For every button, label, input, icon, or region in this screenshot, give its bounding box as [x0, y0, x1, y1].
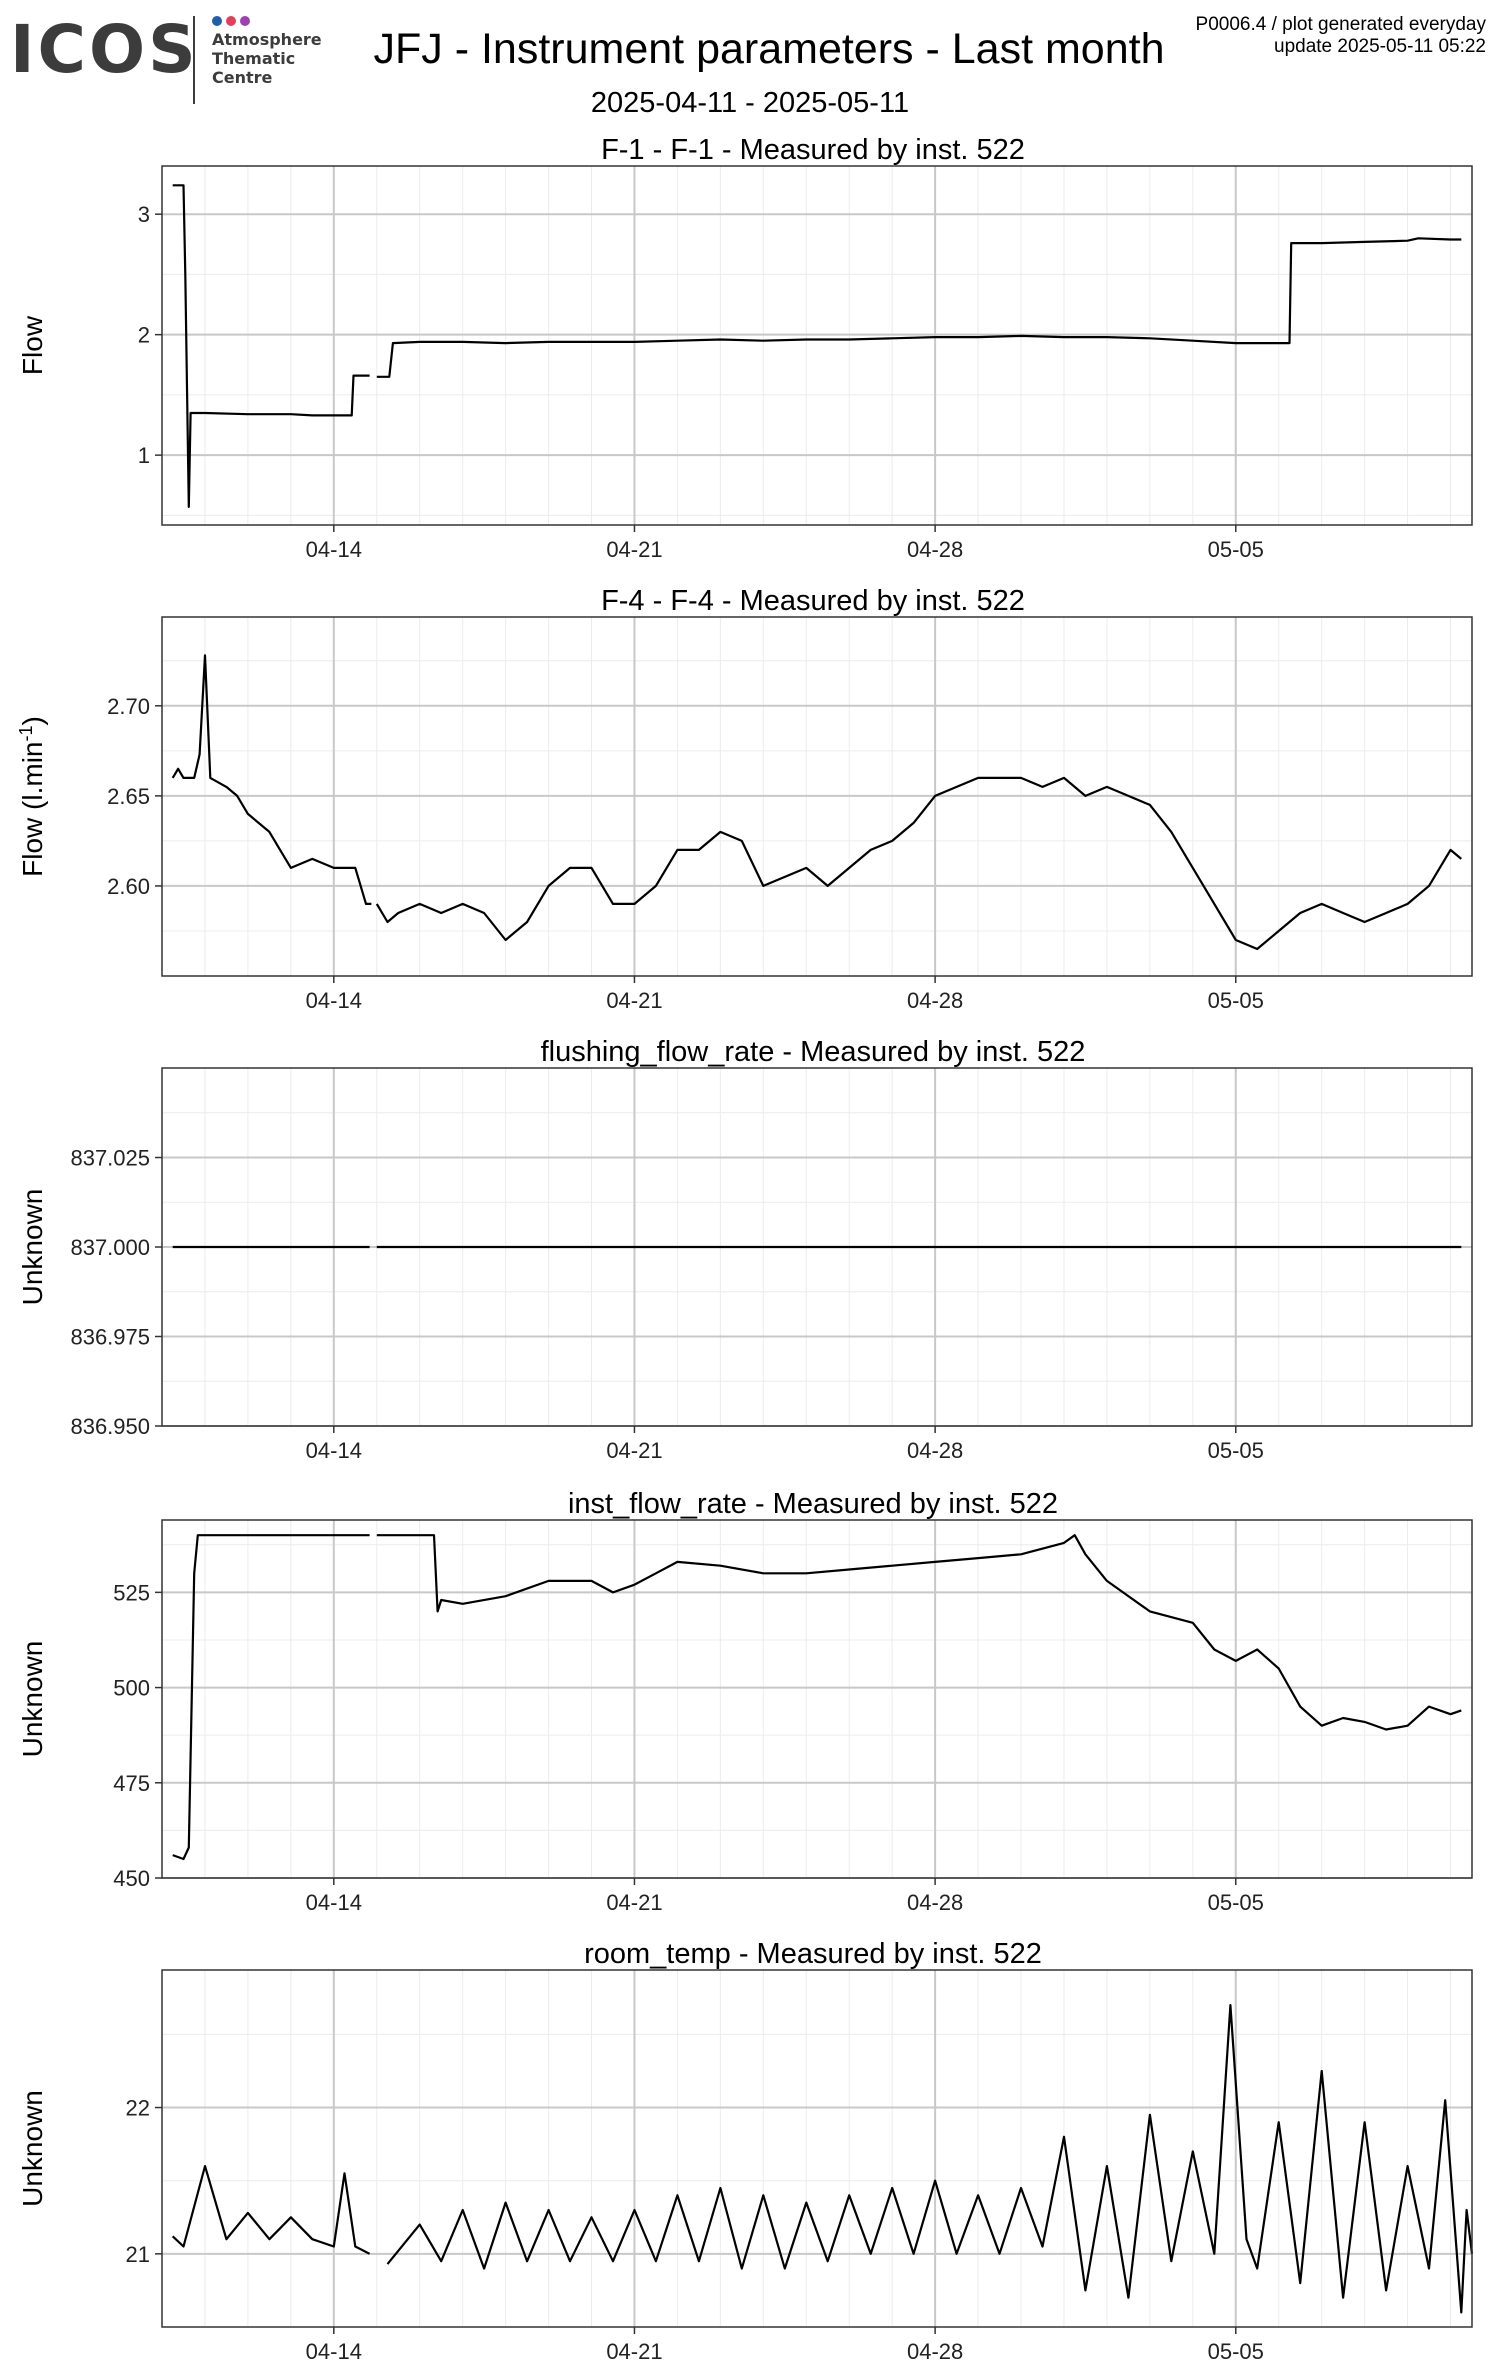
update-line: update 2025-05-11 05:22 — [1274, 36, 1486, 57]
page-title: JFJ - Instrument parameters - Last month — [0, 24, 1500, 74]
panel-border — [161, 1969, 1473, 2328]
y-tick-label: 837.000 — [70, 1235, 150, 1260]
series-line — [386, 2003, 1474, 2314]
x-tick-label: 04-21 — [606, 988, 662, 1013]
y-axis-label: Flow (l.min-1) — [16, 716, 48, 877]
date-range-text: 2025-04-11 - 2025-05-11 — [590, 87, 910, 119]
logo-wordmark: ICOS — [10, 11, 199, 88]
x-tick-label: 04-28 — [907, 1890, 963, 1915]
series-line — [172, 1534, 370, 1861]
x-tick-label: 04-21 — [606, 537, 662, 562]
x-tick-label: 04-28 — [907, 2339, 963, 2364]
y-tick-label: 21 — [126, 2242, 150, 2267]
y-tick-label: 450 — [113, 1866, 150, 1891]
y-axis-label: Unknown — [17, 2090, 48, 2207]
y-tick-label: 2.65 — [107, 784, 150, 809]
x-tick-label: 04-28 — [907, 1438, 963, 1463]
series-line — [171, 2165, 371, 2255]
y-axis-label-text: Unknown — [17, 1641, 48, 1758]
y-axis-label: Unknown — [17, 1641, 48, 1758]
y-axis-label-suffix: ) — [17, 716, 48, 725]
panel-title: room_temp - Measured by inst. 522 — [584, 1938, 1042, 1970]
y-axis-label-text: Unknown — [17, 1189, 48, 1306]
y-axis-label: Flow — [17, 315, 48, 375]
logo-sub-line: Atmosphere — [212, 30, 322, 49]
y-tick-label: 837.025 — [70, 1146, 150, 1171]
y-tick-label: 836.975 — [70, 1325, 150, 1350]
x-tick-label: 05-05 — [1208, 1438, 1264, 1463]
y-axis-label: Unknown — [17, 1189, 48, 1306]
logo-sub-line: Centre — [212, 68, 273, 87]
logo-dot-purple — [240, 16, 250, 26]
y-tick-label: 525 — [113, 1580, 150, 1605]
y-tick-label: 500 — [113, 1676, 150, 1701]
panel-title: F-1 - F-1 - Measured by inst. 522 — [601, 134, 1025, 166]
y-tick-label: 1 — [138, 443, 150, 468]
y-tick-label: 22 — [126, 2096, 150, 2121]
series-line — [172, 184, 370, 508]
panel-border — [161, 165, 1473, 526]
panel-title: F-4 - F-4 - Measured by inst. 522 — [601, 585, 1025, 617]
x-tick-label: 04-14 — [306, 1890, 362, 1915]
date-range: 2025-04-11 - 2025-05-11 — [0, 86, 1500, 120]
x-tick-label: 05-05 — [1208, 537, 1264, 562]
panel-title: inst_flow_rate - Measured by inst. 522 — [568, 1488, 1058, 1520]
y-tick-label: 2 — [138, 323, 150, 348]
series-line — [376, 237, 1462, 378]
logo-subtitle: Atmosphere Thematic Centre — [212, 30, 322, 87]
panel-title: flushing_flow_rate - Measured by inst. 5… — [541, 1036, 1086, 1068]
chart-panel: 04-14 04-21 04-28 05-05 450 475 500 525 inst_flo… — [17, 1488, 1473, 1915]
x-tick-label: 04-28 — [907, 988, 963, 1013]
x-tick-label: 04-14 — [306, 2339, 362, 2364]
chart-panel: 04-14 04-21 04-28 05-05 836.950 836.975 837.00… — [17, 1036, 1473, 1463]
series-line — [171, 654, 372, 906]
y-axis-label-text: Flow (l.min — [17, 742, 48, 877]
logo-dot-red — [226, 16, 236, 26]
x-tick-label: 04-21 — [606, 1890, 662, 1915]
y-axis-label-superscript: -1 — [16, 725, 36, 741]
y-axis-label-text: Flow — [17, 315, 48, 375]
series-line — [375, 776, 1463, 951]
x-tick-label: 04-14 — [306, 988, 362, 1013]
logo-dots-icon — [212, 16, 250, 26]
x-tick-label: 05-05 — [1208, 1890, 1264, 1915]
x-tick-label: 04-28 — [907, 537, 963, 562]
chart-panel: 04-14 04-21 04-28 05-05 21 22 room_temp - Meas… — [17, 1938, 1474, 2364]
chart-panel: 04-14 04-21 04-28 05-05 1 2 3 F-1 - F-1 - Measu… — [17, 134, 1473, 562]
x-tick-label: 05-05 — [1208, 988, 1264, 1013]
y-tick-label: 2.70 — [107, 694, 150, 719]
page-title-text: JFJ - Instrument parameters - Last month — [373, 25, 1165, 73]
x-tick-label: 05-05 — [1208, 2339, 1264, 2364]
product-info: P0006.4 / plot generated everyday update… — [1196, 14, 1486, 58]
logo-dot-blue — [212, 16, 222, 26]
x-tick-label: 04-21 — [606, 2339, 662, 2364]
logo-sub-line: Thematic — [212, 49, 296, 68]
logo-divider — [193, 16, 195, 104]
x-tick-label: 04-14 — [306, 1438, 362, 1463]
y-tick-label: 475 — [113, 1771, 150, 1796]
chart-panel: 04-14 04-21 04-28 05-05 2.60 2.65 2.70 F-4 - F-… — [16, 585, 1473, 1013]
panel-border — [161, 1519, 1473, 1879]
y-tick-label: 3 — [138, 202, 150, 227]
y-axis-label-text: Unknown — [17, 2090, 48, 2207]
x-tick-label: 04-14 — [306, 537, 362, 562]
y-tick-label: 836.950 — [70, 1414, 150, 1439]
y-tick-label: 2.60 — [107, 874, 150, 899]
series-line — [376, 1534, 1462, 1731]
product-line: P0006.4 / plot generated everyday — [1195, 14, 1486, 35]
x-tick-label: 04-21 — [606, 1438, 662, 1463]
